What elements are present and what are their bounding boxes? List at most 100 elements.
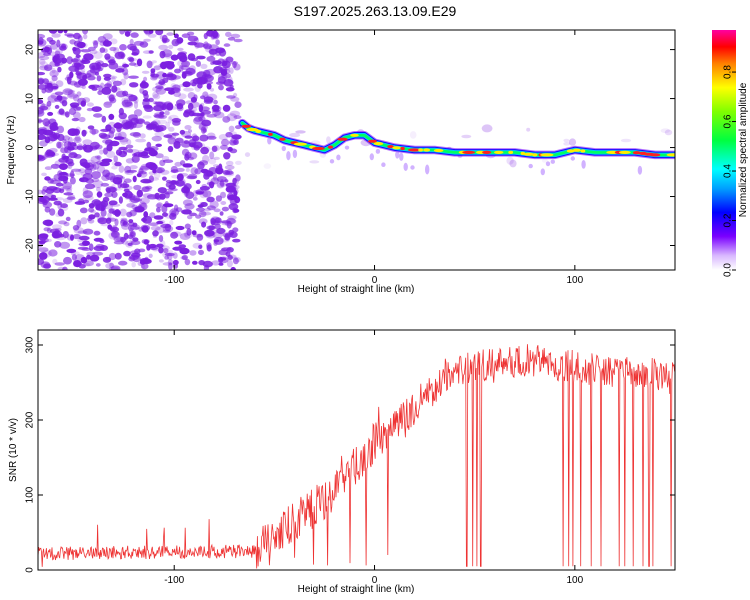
noise-point: [96, 155, 102, 160]
noise-point: [58, 220, 68, 225]
noise-point: [218, 249, 228, 256]
noise-point: [186, 175, 197, 180]
noise-point: [182, 163, 193, 168]
noise-point: [152, 91, 159, 99]
noise-point: [47, 111, 54, 116]
x-tick-label: 0: [372, 275, 378, 286]
noise-point: [113, 136, 125, 141]
noise-point: [111, 76, 116, 83]
noise-point: [82, 139, 93, 146]
ridge-peak: [368, 139, 377, 143]
noise-point: [219, 144, 228, 150]
noise-point: [114, 87, 121, 91]
noise-point: [234, 196, 241, 204]
noise-point: [170, 165, 178, 173]
noise-point: [226, 259, 233, 268]
noise-point: [60, 203, 68, 209]
noise-point: [177, 47, 184, 52]
ridge-peak: [462, 150, 476, 154]
noise-point: [103, 101, 112, 108]
noise-point: [161, 205, 168, 213]
noise-point: [129, 82, 139, 88]
spectrogram-y-label: Frequency (Hz): [6, 116, 17, 185]
noise-point: [198, 249, 204, 256]
noise-point: [126, 148, 134, 153]
noise-point: [183, 183, 192, 190]
noise-point: [225, 131, 233, 138]
chart-title: S197.2025.263.13.09.E29: [294, 3, 457, 19]
noise-point: [230, 266, 236, 270]
noise-point: [227, 255, 233, 260]
ridge-artifact: [425, 164, 430, 175]
y-tick-label: -10: [25, 189, 36, 204]
colorbar-tick-label: 0.4: [723, 164, 734, 178]
noise-point: [189, 101, 200, 108]
noise-point: [152, 234, 158, 238]
noise-point: [159, 35, 164, 40]
noise-point: [70, 251, 80, 256]
noise-point: [126, 139, 132, 146]
noise-point: [150, 68, 156, 74]
y-tick-label: 0: [25, 567, 36, 573]
noise-point: [211, 145, 218, 153]
noise-point: [151, 73, 158, 80]
noise-point: [153, 215, 164, 220]
ridge-artifact: [286, 151, 291, 161]
noise-point: [65, 158, 74, 165]
noise-point: [82, 240, 90, 246]
noise-point: [66, 76, 72, 85]
noise-point: [77, 35, 83, 43]
noise-point: [168, 114, 179, 121]
noise-point: [151, 60, 158, 64]
noise-point: [145, 185, 153, 190]
noise-point: [158, 44, 169, 51]
noise-point: [182, 209, 192, 215]
noise-point: [194, 42, 205, 48]
noise-point: [58, 172, 68, 176]
noise-point: [125, 144, 134, 149]
noise-point: [195, 189, 205, 195]
noise-point: [77, 246, 89, 250]
noise-point: [204, 80, 213, 85]
noise-point: [84, 183, 96, 190]
noise-point: [41, 88, 47, 94]
noise-point: [168, 262, 173, 270]
noise-point: [111, 191, 118, 199]
noise-point: [506, 156, 514, 165]
noise-point: [147, 33, 157, 38]
noise-point: [76, 145, 84, 151]
noise-point: [148, 253, 153, 258]
noise-point: [99, 149, 104, 155]
noise-point: [67, 128, 79, 137]
noise-point: [231, 256, 238, 261]
noise-point: [114, 161, 122, 167]
noise-point: [215, 39, 220, 46]
noise-point: [96, 75, 102, 82]
noise-point: [139, 133, 146, 139]
noise-point: [144, 30, 149, 34]
ridge-peak: [540, 153, 554, 157]
noise-point: [75, 71, 82, 76]
noise-point: [41, 249, 52, 258]
noise-point: [57, 133, 65, 142]
noise-point: [49, 208, 56, 216]
noise-point: [206, 30, 215, 37]
noise-point: [82, 30, 89, 35]
noise-point: [140, 154, 150, 159]
noise-point: [223, 79, 234, 87]
noise-point: [76, 219, 82, 228]
noise-point: [133, 184, 142, 191]
noise-point: [132, 222, 138, 228]
noise-point: [115, 90, 127, 98]
noise-point: [80, 256, 88, 264]
noise-point: [194, 168, 202, 175]
noise-point: [168, 90, 175, 95]
noise-point: [54, 91, 64, 96]
noise-point: [127, 242, 133, 246]
y-tick-label: 200: [25, 411, 36, 428]
noise-point: [82, 228, 94, 235]
noise-point: [295, 130, 306, 134]
noise-point: [203, 41, 209, 49]
ridge-peak: [572, 148, 581, 152]
